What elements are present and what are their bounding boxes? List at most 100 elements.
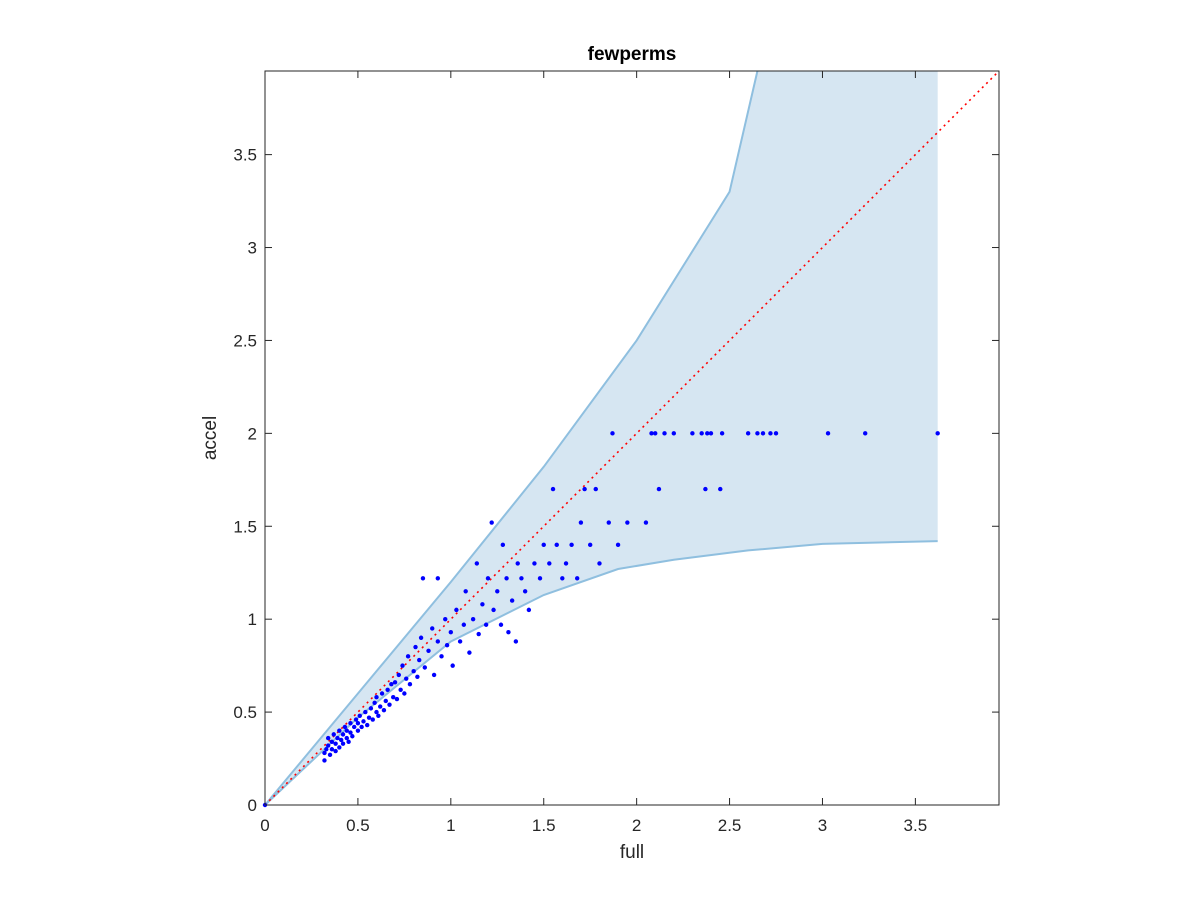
data-point [615,542,621,548]
data-point [353,717,359,722]
data-point [768,431,773,436]
data-point [363,709,368,715]
data-point [500,542,506,548]
data-point [355,728,361,733]
y-tick-label: 1.5 [233,517,257,536]
data-point [374,695,379,700]
data-point [719,431,725,436]
data-point [402,691,407,696]
data-points-layer [262,431,940,808]
data-point [439,654,444,659]
data-point [454,607,459,613]
data-point [515,561,520,566]
data-point [322,758,327,763]
chart-title: fewperms [588,44,677,65]
data-point [378,704,383,709]
data-point [366,715,372,720]
data-point [537,576,543,581]
data-point [504,576,509,581]
data-point [760,431,766,436]
data-point [325,743,331,748]
data-point [340,741,346,746]
data-point [337,728,342,733]
data-point [578,520,584,525]
data-point [372,700,377,705]
x-tick-label: 3.5 [904,816,928,835]
reference-line [264,70,1000,806]
data-point [344,728,349,733]
data-point [348,730,353,735]
data-point [480,602,485,607]
y-tick-label: 3.5 [233,146,257,165]
data-point [649,431,654,436]
data-point [351,724,357,730]
data-point [374,709,379,715]
data-point [435,639,441,644]
data-point [483,622,489,627]
data-point [491,607,496,613]
data-point [522,589,528,594]
data-point [324,747,329,752]
data-point [569,542,574,548]
data-point [417,657,422,663]
data-point [338,737,344,743]
band-upper-edge [264,70,759,806]
data-point [560,576,565,581]
data-point [745,431,751,436]
y-tick-label: 2 [248,424,257,443]
y-tick-label: 3 [248,239,257,258]
data-point [489,520,494,525]
data-point [643,520,649,525]
data-point [325,735,331,741]
y-tick-label: 0.5 [233,703,257,722]
data-point [398,687,403,692]
data-point [554,542,559,548]
data-point [690,431,695,436]
data-point [396,672,401,678]
data-point [350,734,355,739]
data-point [361,719,366,724]
data-point [389,682,394,687]
data-point [422,665,428,670]
data-point [431,672,437,678]
data-point [582,486,587,492]
data-point [755,431,760,436]
data-point [430,626,435,631]
data-point [563,561,569,566]
y-tick-label: 0 [248,796,257,815]
data-point [443,616,448,622]
x-tick-label: 0.5 [346,816,370,835]
data-point [348,721,353,726]
data-point [610,431,615,436]
data-point [420,576,426,581]
data-point [331,732,336,737]
data-point [476,631,481,637]
data-point [699,431,704,436]
data-point [703,486,708,492]
data-point [335,735,340,741]
data-point [404,676,409,681]
data-point [415,674,420,679]
data-point [426,648,431,653]
data-point [407,682,413,687]
data-point [359,724,364,730]
data-point [597,561,602,566]
data-point [513,639,519,644]
data-point [357,713,362,719]
reference-line-layer [264,70,1000,806]
data-point [387,702,392,707]
data-point [662,431,667,436]
data-point [379,691,385,696]
band-lower-edge [264,540,938,806]
data-point [368,706,374,711]
data-point [705,431,710,436]
x-tick-label: 3 [818,816,827,835]
data-point [498,622,504,627]
data-point [376,713,381,719]
x-tick-label: 2.5 [718,816,742,835]
ticks-layer: 0 0.5 1 1.5 2 2.5 3 3.5 0 0.5 1 1.5 2 2.5 3 3.5 [233,71,999,835]
y-tick-label: 1 [248,610,257,629]
data-point [671,431,677,436]
data-point [340,732,346,737]
y-tick-label: 2.5 [233,331,257,350]
